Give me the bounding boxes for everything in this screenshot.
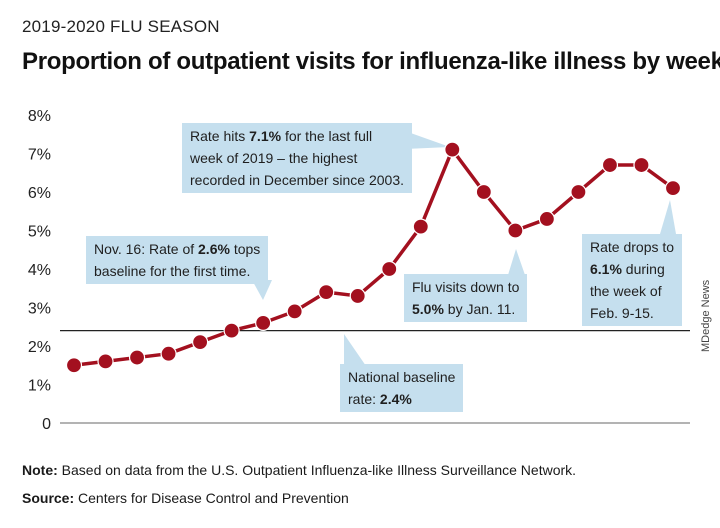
y-tick-label: 2% xyxy=(28,339,51,356)
data-point xyxy=(349,287,366,305)
annotation-nov16: Nov. 16: Rate of 2.6% tops baseline for … xyxy=(86,236,269,284)
y-tick-label: 6% xyxy=(28,185,51,202)
annotation-feb: Rate drops to 6.1% during the week of Fe… xyxy=(582,234,683,326)
data-point xyxy=(601,156,619,174)
callout-pointer-jan xyxy=(508,249,525,275)
data-point xyxy=(160,345,177,362)
data-point xyxy=(538,210,555,228)
data-point xyxy=(286,303,303,320)
annotation-peak: Rate hits 7.1% for the last full week of… xyxy=(182,123,413,193)
credit-text: MDedge News xyxy=(700,279,712,352)
data-point xyxy=(664,180,682,197)
data-point xyxy=(412,218,429,235)
y-tick-label: 3% xyxy=(28,301,51,318)
callout-pointer-nov xyxy=(252,280,272,300)
annotation-baseline: National baseline rate: 2.4% xyxy=(340,364,464,412)
data-point xyxy=(444,141,461,158)
callout-pointer-feb xyxy=(660,200,676,234)
annotation-jan11: Flu visits down to 5.0% by Jan. 11. xyxy=(404,274,528,322)
data-point xyxy=(97,353,114,370)
footnote: Note: Based on data from the U.S. Outpat… xyxy=(22,462,577,478)
y-tick-label: 0 xyxy=(42,416,51,433)
data-point xyxy=(223,322,240,339)
data-point xyxy=(318,284,335,301)
data-point xyxy=(507,222,524,239)
data-point xyxy=(255,314,272,331)
data-point xyxy=(475,183,492,201)
callout-pointer-peak xyxy=(405,131,450,149)
data-points xyxy=(65,141,682,374)
y-axis: 0 1% 2% 3% 4% 5% 6% 7% 8% xyxy=(28,108,51,433)
callout-pointers xyxy=(252,131,676,366)
source-line: Source: Centers for Disease Control and … xyxy=(22,490,349,506)
data-point xyxy=(192,334,209,351)
chart-title: Proportion of outpatient visits for infl… xyxy=(22,48,720,75)
data-point xyxy=(128,349,146,366)
data-point xyxy=(381,260,398,278)
chart-kicker: 2019-2020 FLU SEASON xyxy=(22,17,220,36)
y-tick-label: 5% xyxy=(28,224,51,241)
data-point xyxy=(570,183,587,201)
y-tick-label: 1% xyxy=(28,378,51,395)
data-point xyxy=(65,357,83,374)
data-point xyxy=(633,156,650,174)
y-tick-label: 7% xyxy=(28,147,51,164)
callout-pointer-baseline xyxy=(344,334,366,366)
y-tick-label: 4% xyxy=(28,262,51,279)
y-tick-label: 8% xyxy=(28,108,51,125)
